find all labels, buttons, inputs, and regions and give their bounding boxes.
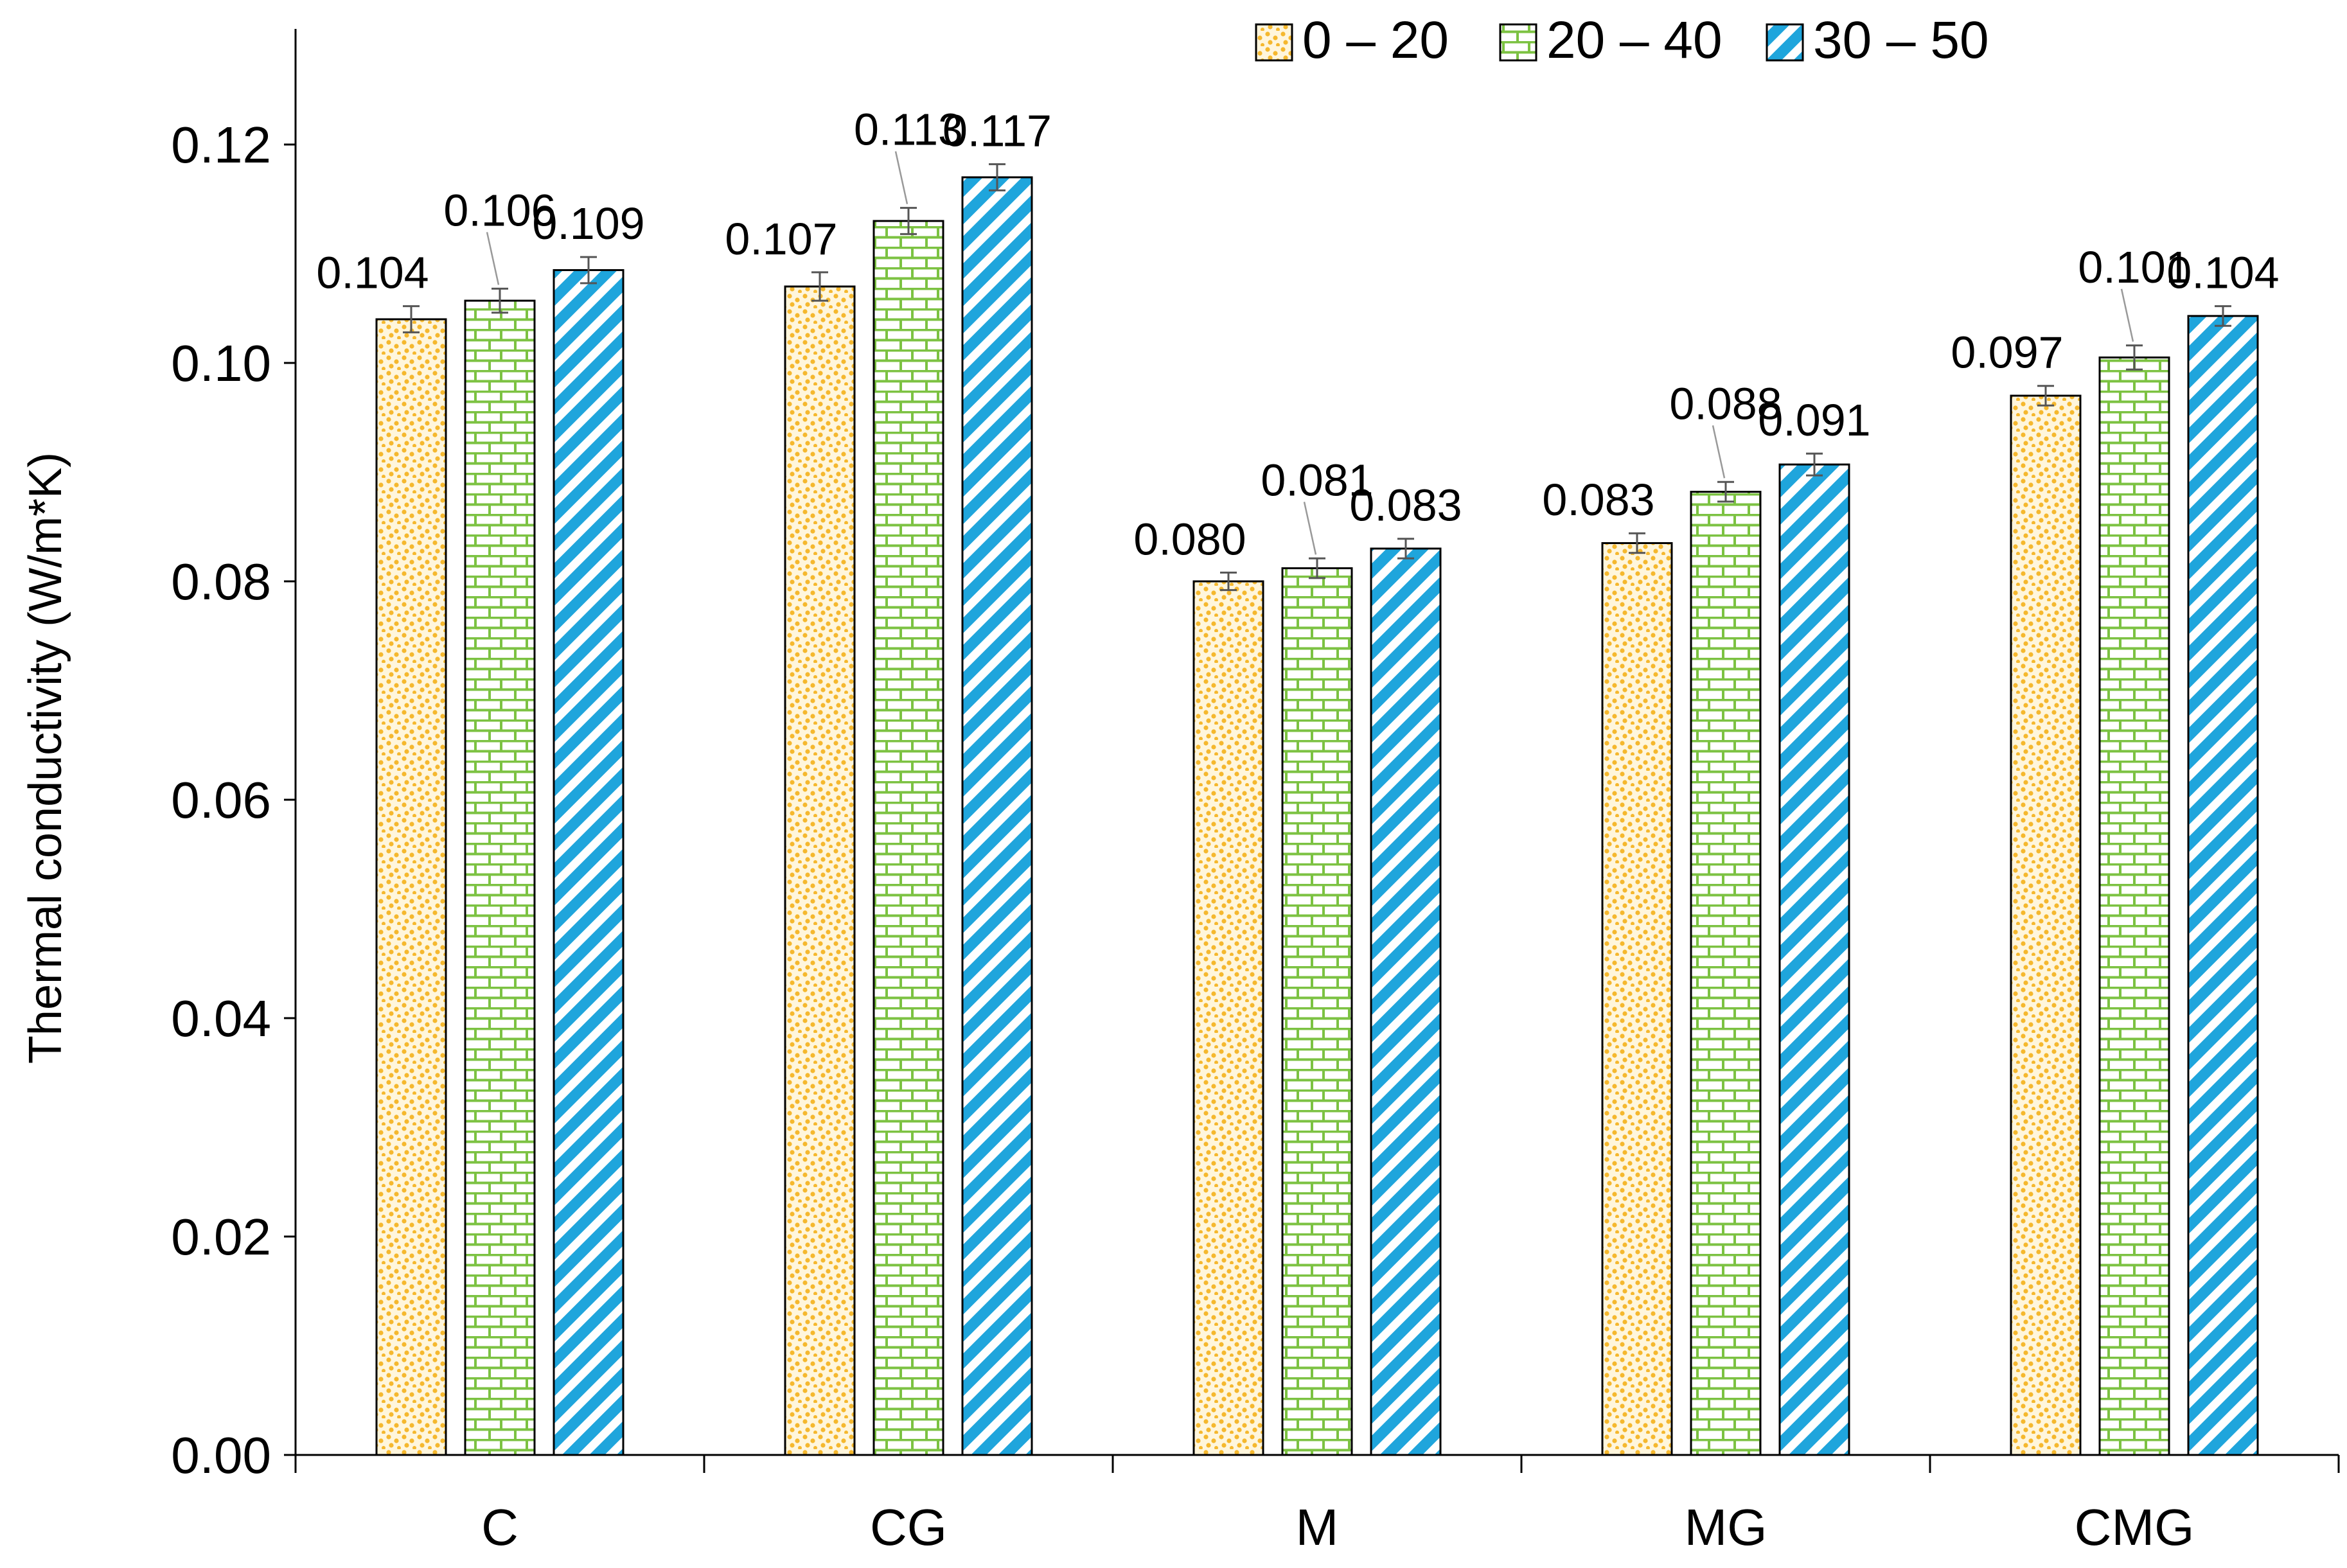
bar: [961, 176, 1033, 1456]
y-tick-label: 0.08: [171, 553, 271, 610]
bar: [2098, 357, 2170, 1456]
data-label-leader: [2120, 288, 2134, 342]
bar: [553, 269, 624, 1456]
data-label: 0.080: [1133, 514, 1246, 564]
data-label-leader: [894, 151, 908, 204]
bar: [784, 285, 856, 1456]
x-category-label: M: [1296, 1499, 1339, 1556]
x-category-label: CG: [870, 1499, 947, 1556]
data-label: 0.104: [2166, 248, 2279, 298]
bar: [1370, 547, 1442, 1456]
bar: [872, 220, 944, 1456]
y-tick-label: 0.10: [171, 335, 271, 392]
bar: [1281, 567, 1353, 1456]
data-label: 0.107: [725, 214, 837, 264]
y-tick-label: 0.06: [171, 771, 271, 829]
bar: [1690, 491, 1762, 1456]
data-label: 0.088: [1669, 378, 1782, 428]
data-label-leader: [1303, 502, 1317, 555]
legend-swatch: [1255, 23, 1293, 62]
legend: 0 – 20 20 – 40 30 – 50: [1255, 11, 1989, 69]
x-category-label: MG: [1685, 1499, 1767, 1556]
legend-label: 20 – 40: [1546, 11, 1723, 69]
bar: [1778, 463, 1850, 1456]
x-category-label: CMG: [2075, 1499, 2195, 1556]
axes: 0.00 0.02 0.04 0.06 0.08 0.10 0.12 Thermal cond…: [20, 29, 2340, 1556]
bar: [464, 299, 536, 1456]
data-label: 0.081: [1261, 455, 1373, 505]
y-tick-label: 0.02: [171, 1208, 271, 1265]
bar: [1601, 542, 1673, 1456]
data-label: 0.101: [2078, 242, 2190, 292]
y-tick-label: 0.04: [171, 990, 271, 1047]
data-label: 0.083: [1542, 475, 1654, 525]
data-label: 0.117: [943, 106, 1052, 156]
data-label: 0.104: [316, 248, 429, 298]
bars: [375, 163, 2259, 1456]
data-label: 0.106: [443, 185, 556, 235]
legend-swatch: [1766, 23, 1804, 62]
data-label: 0.083: [1349, 480, 1462, 531]
bar: [1192, 580, 1264, 1456]
y-tick-label: 0.00: [171, 1427, 271, 1484]
legend-label: 30 – 50: [1813, 11, 1989, 69]
bar: [375, 318, 447, 1456]
legend-swatch: [1499, 23, 1537, 62]
bar: [2187, 315, 2259, 1456]
bar: [2010, 394, 2082, 1456]
x-category-label: C: [481, 1499, 518, 1556]
data-label: 0.113: [854, 105, 963, 155]
data-label-leader: [1712, 425, 1726, 479]
y-axis-label: Thermal conductivity (W/m*K): [20, 452, 71, 1064]
legend-label: 0 – 20: [1302, 11, 1449, 69]
y-tick-label: 0.12: [171, 116, 271, 173]
data-label: 0.091: [1758, 395, 1870, 445]
data-label: 0.109: [532, 198, 644, 249]
data-label: 0.097: [1951, 328, 2063, 378]
data-label-leader: [486, 232, 500, 285]
